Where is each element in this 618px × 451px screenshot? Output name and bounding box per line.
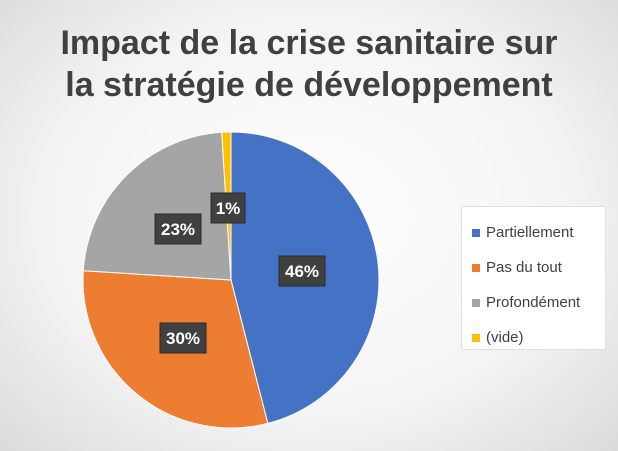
legend-swatch: [472, 263, 480, 272]
chart-title-line-2: la stratégie de développement: [65, 66, 553, 104]
data-label: 1%: [210, 192, 246, 224]
legend-item-partiellement: Partiellement: [472, 215, 605, 250]
data-label-box: [210, 192, 246, 224]
legend-label: Pas du tout: [486, 259, 562, 276]
legend-item-vide: (vide): [472, 320, 605, 355]
data-label-box: [154, 213, 202, 245]
data-label-text: 23%: [161, 220, 195, 239]
legend-label: Partiellement: [486, 224, 574, 241]
data-label-text: 30%: [166, 329, 200, 348]
legend-swatch: [472, 298, 480, 307]
data-label: 46%: [278, 255, 326, 287]
data-label-box: [278, 255, 326, 287]
data-label: 23%: [154, 213, 202, 245]
chart-legend: Partiellement Pas du tout Profondément (…: [461, 206, 606, 350]
chart-title-line-1: Impact de la crise sanitaire sur: [60, 24, 558, 62]
chart-title: Impact de la crise sanitaire sur la stra…: [0, 22, 618, 106]
legend-label: Profondément: [486, 294, 581, 311]
legend-swatch: [472, 333, 480, 342]
data-label: 30%: [159, 322, 207, 354]
data-label-box: [159, 322, 207, 354]
data-label-text: 46%: [285, 262, 319, 281]
legend-item-profondement: Profondément: [472, 285, 605, 320]
legend-swatch: [472, 228, 480, 237]
data-label-text: 1%: [216, 199, 241, 218]
legend-item-pas-du-tout: Pas du tout: [472, 250, 605, 285]
slice-profondement: [82, 131, 232, 281]
legend-label: (vide): [486, 329, 524, 346]
